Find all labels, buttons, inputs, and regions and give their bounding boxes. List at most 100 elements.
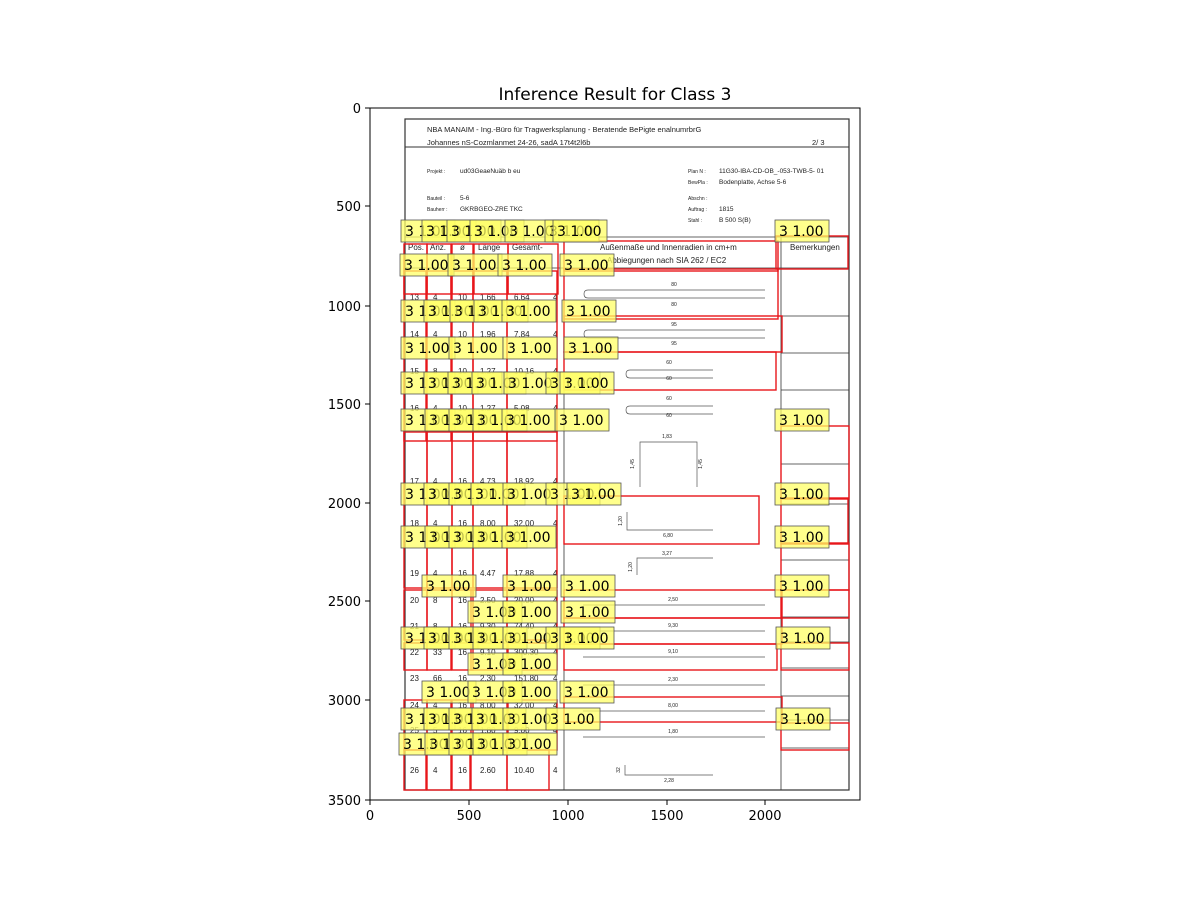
y-tick-label: 3000 [328,694,361,709]
dim-label: 80 [671,302,677,308]
y-tick-label: 2500 [328,595,361,610]
dim-label: 3,27 [662,551,672,557]
company-line: NBA MANAIM - Ing.-Büro für Tragwerksplan… [427,125,701,134]
cell-pos: 15 [410,367,419,376]
cell-total: 32.00 [514,519,535,528]
address-line: Johannes nS-Cozmlanmet 24-26, sadA 17t4t… [427,138,590,147]
dim-label: 95 [671,322,677,328]
plot-area: NBA MANAIM - Ing.-Büro für Tragwerksplan… [328,102,861,824]
project-metadata: Projekt : ud03GeaeNuäb b eu Bauteil : 5-6 Ba… [427,168,824,224]
detection-label-text: 3 1.00 [564,685,609,701]
dim-label: 60 [666,396,672,402]
cell-count: 4 [433,293,438,302]
cell-length: 1.27 [480,367,496,376]
cell-z: 4 [553,622,558,631]
header-total: Gesamt- [512,243,543,252]
detection-label-text: 3 1.00 [564,631,609,647]
dim-label: 32 [616,767,622,773]
cell-diameter: 16 [458,596,467,605]
cell-count: 8 [433,622,438,631]
cell-z: 4 [553,596,558,605]
cell-pos: 14 [410,330,419,339]
detection-label-text: 3 1.00 [780,712,825,728]
dim-label: 6,80 [663,533,673,539]
cell-z: 4 [553,701,558,710]
cell-diameter: 10 [458,293,467,302]
cell-pos: 24 [410,701,419,710]
cell-pos: 17 [410,477,419,486]
cell-pos: 23 [410,674,419,683]
detection-label-text: 3 1.00 [508,376,553,392]
cell-diameter: 10 [458,404,467,413]
detection-label-text: 3 1.00 [565,605,610,621]
detection-label-text: 3 1.00 [452,258,497,274]
cell-pos: 25 [410,726,419,735]
dim-label: 60 [666,376,672,382]
cell-total: 10.40 [514,766,535,775]
cell-total: 74.40 [514,622,535,631]
dim-label: 9,10 [668,649,678,655]
dim-label: 2,50 [668,597,678,603]
cell-total: 17.88 [514,569,535,578]
x-tick-label: 500 [457,809,482,824]
cell-pos: 26 [410,766,419,775]
detection-label-text: 3 1.00 [506,304,551,320]
page-number: 2/ 3 [812,138,825,147]
detection-label-text: 3 1.00 [507,605,552,621]
bar-shape [624,765,713,776]
bar-shape [625,369,713,379]
detection-box [563,268,779,320]
dim-label: 60 [666,360,672,366]
x-tick-label: 1000 [551,809,584,824]
detection-label-box [775,707,831,731]
detection-label-box [774,482,830,506]
detection-label-box [560,600,616,624]
detection-label-box [559,680,615,704]
dim-label: 1,20 [618,516,624,526]
cell-count: 66 [433,674,442,683]
cell-pos: 18 [410,519,419,528]
detection-label-text: 3 1.00 [506,413,551,429]
meta-value-left: GKRBGEO-ZRE TKC [460,206,523,213]
x-axis: 0 500 1000 1500 2000 [366,800,782,824]
y-tick-label: 500 [336,200,361,215]
meta-value-right: Bodenplatte, Achse 5-6 [719,179,787,186]
cell-total: 151.80 [514,674,539,683]
detection-box [426,749,452,791]
cell-count: 4 [433,477,438,486]
header-diameter: ø [460,243,465,252]
detection-label-box [774,574,830,598]
bar-shape [625,405,713,415]
bar-shape [583,289,765,299]
cell-diameter: 16 [458,622,467,631]
y-tick-label: 0 [353,102,361,117]
detection-box [563,351,777,391]
detection-label-box [497,253,553,277]
bar-shape [626,512,713,531]
cell-total: 32.00 [514,701,535,710]
cell-length: 9.10 [480,648,496,657]
detection-label-text: 3 1.00 [502,258,547,274]
detection-box [451,431,474,589]
cell-z: 4 [553,674,558,683]
cell-pos: 20 [410,596,419,605]
detection-label-text: 3 1.00 [404,258,449,274]
cell-length: 2.60 [480,766,496,775]
detection-box [506,431,558,589]
detection-label-text: 3 1.00 [507,487,552,503]
cell-total: 7.84 [514,330,530,339]
detection-label-box [552,219,608,243]
detection-label-text: 3 1.00 [509,224,554,240]
detection-label-text: 3 1.00 [779,579,824,595]
detection-label-box [502,680,558,704]
cell-count: 4 [433,701,438,710]
detection-label-box [563,336,619,360]
detection-label-box [501,299,557,323]
y-tick-label: 3500 [328,794,361,809]
dim-label: 1,45 [630,459,636,469]
detection-label-text: 3 1.00 [507,657,552,673]
detection-label-box [502,574,558,598]
detection-label-box [559,626,615,650]
detection-label-text: 3 1.00 [507,631,552,647]
cell-z: 4 [553,404,558,413]
